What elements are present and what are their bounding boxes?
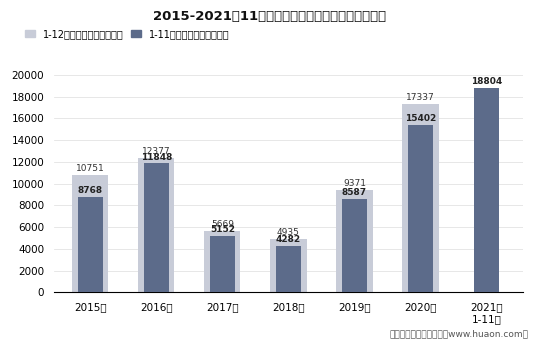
- Text: 11848: 11848: [141, 153, 172, 162]
- Bar: [204, 231, 240, 292]
- Bar: [138, 158, 175, 292]
- Text: 制图：华经产业研究院（www.huaon.com）: 制图：华经产业研究院（www.huaon.com）: [389, 329, 528, 338]
- Text: 8768: 8768: [78, 186, 103, 195]
- Bar: [336, 190, 372, 292]
- Text: 4282: 4282: [276, 235, 301, 244]
- Text: 9371: 9371: [343, 180, 366, 188]
- Bar: [270, 239, 307, 292]
- Text: 18804: 18804: [471, 77, 502, 86]
- Bar: [210, 236, 235, 292]
- Bar: [474, 88, 499, 292]
- Bar: [402, 104, 439, 292]
- Bar: [342, 199, 367, 292]
- Bar: [144, 164, 169, 292]
- Text: 15402: 15402: [405, 114, 436, 123]
- Bar: [408, 125, 433, 292]
- Text: 2015-2021年11月大连商品交易所聚丙烯期货成交量: 2015-2021年11月大连商品交易所聚丙烯期货成交量: [153, 10, 386, 23]
- Text: 12377: 12377: [142, 147, 170, 156]
- Text: 5669: 5669: [211, 220, 234, 229]
- Bar: [78, 197, 103, 292]
- Text: 10751: 10751: [76, 165, 105, 173]
- Text: 5152: 5152: [210, 225, 235, 234]
- Text: 4935: 4935: [277, 228, 300, 237]
- Text: 17337: 17337: [406, 93, 435, 102]
- Bar: [72, 175, 108, 292]
- Legend: 1-12月期货成交量（万手）, 1-11月期货成交量（万手）: 1-12月期货成交量（万手）, 1-11月期货成交量（万手）: [21, 25, 233, 43]
- Bar: [276, 246, 301, 292]
- Text: 8587: 8587: [342, 188, 367, 197]
